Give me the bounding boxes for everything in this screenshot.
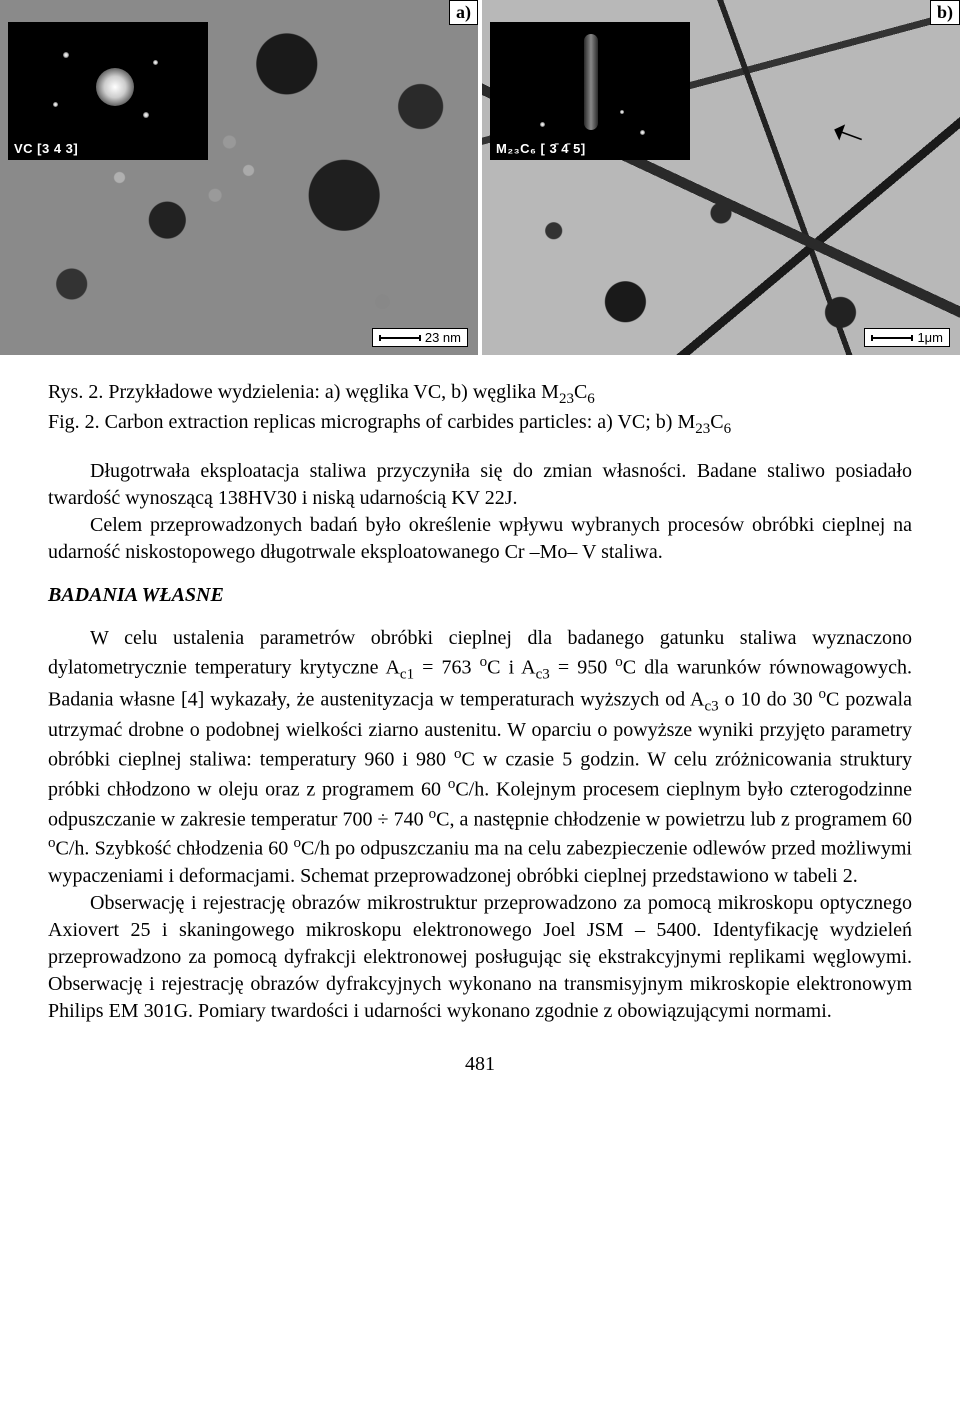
- caption-en-sub2: 6: [724, 421, 732, 437]
- section-heading: BADANIA WŁASNE: [48, 584, 912, 607]
- page-content: Rys. 2. Przykładowe wydzielenia: a) węgl…: [0, 355, 960, 1116]
- caption-en-mid: C: [710, 411, 723, 433]
- figure-row: a) VC [3 4 3] 23 nm b) M₂₃C₆ [ 3̄ 4̄ 5] …: [0, 0, 960, 355]
- figure-panel-a: a) VC [3 4 3] 23 nm: [0, 0, 478, 355]
- caption-en-prefix: Fig. 2. Carbon extraction replicas micro…: [48, 411, 695, 433]
- body-paragraph-1: W celu ustalenia parametrów obróbki ciep…: [48, 625, 912, 890]
- inset-label-a: VC [3 4 3]: [14, 141, 78, 156]
- caption-pl-sub1: 23: [559, 391, 574, 407]
- page-number: 481: [48, 1053, 912, 1076]
- caption-pl-mid: C: [574, 381, 587, 403]
- scale-bar-a: 23 nm: [372, 328, 468, 347]
- diffraction-inset-a: VC [3 4 3]: [8, 22, 208, 160]
- figure-panel-b: b) M₂₃C₆ [ 3̄ 4̄ 5] ➝ 1μm: [482, 0, 960, 355]
- caption-pl-prefix: Rys. 2. Przykładowe wydzielenia: a) węgl…: [48, 381, 559, 403]
- caption-pl-sub2: 6: [587, 391, 595, 407]
- diffraction-inset-b: M₂₃C₆ [ 3̄ 4̄ 5]: [490, 22, 690, 160]
- panel-label-b: b): [930, 0, 960, 25]
- arrow-annotation: ➝: [824, 108, 872, 164]
- scale-text-b: 1μm: [917, 330, 943, 345]
- panel-label-a: a): [449, 0, 478, 25]
- body-paragraph-2: Obserwację i rejestrację obrazów mikrost…: [48, 890, 912, 1025]
- inset-label-b: M₂₃C₆ [ 3̄ 4̄ 5]: [496, 141, 586, 156]
- caption-en-sub1: 23: [695, 421, 710, 437]
- figure-caption: Rys. 2. Przykładowe wydzielenia: a) węgl…: [48, 379, 912, 440]
- scale-bar-b: 1μm: [864, 328, 950, 347]
- intro-paragraph-2: Celem przeprowadzonych badań było określ…: [48, 512, 912, 566]
- intro-paragraph-1: Długotrwała eksploatacja staliwa przyczy…: [48, 458, 912, 512]
- scale-text-a: 23 nm: [425, 330, 461, 345]
